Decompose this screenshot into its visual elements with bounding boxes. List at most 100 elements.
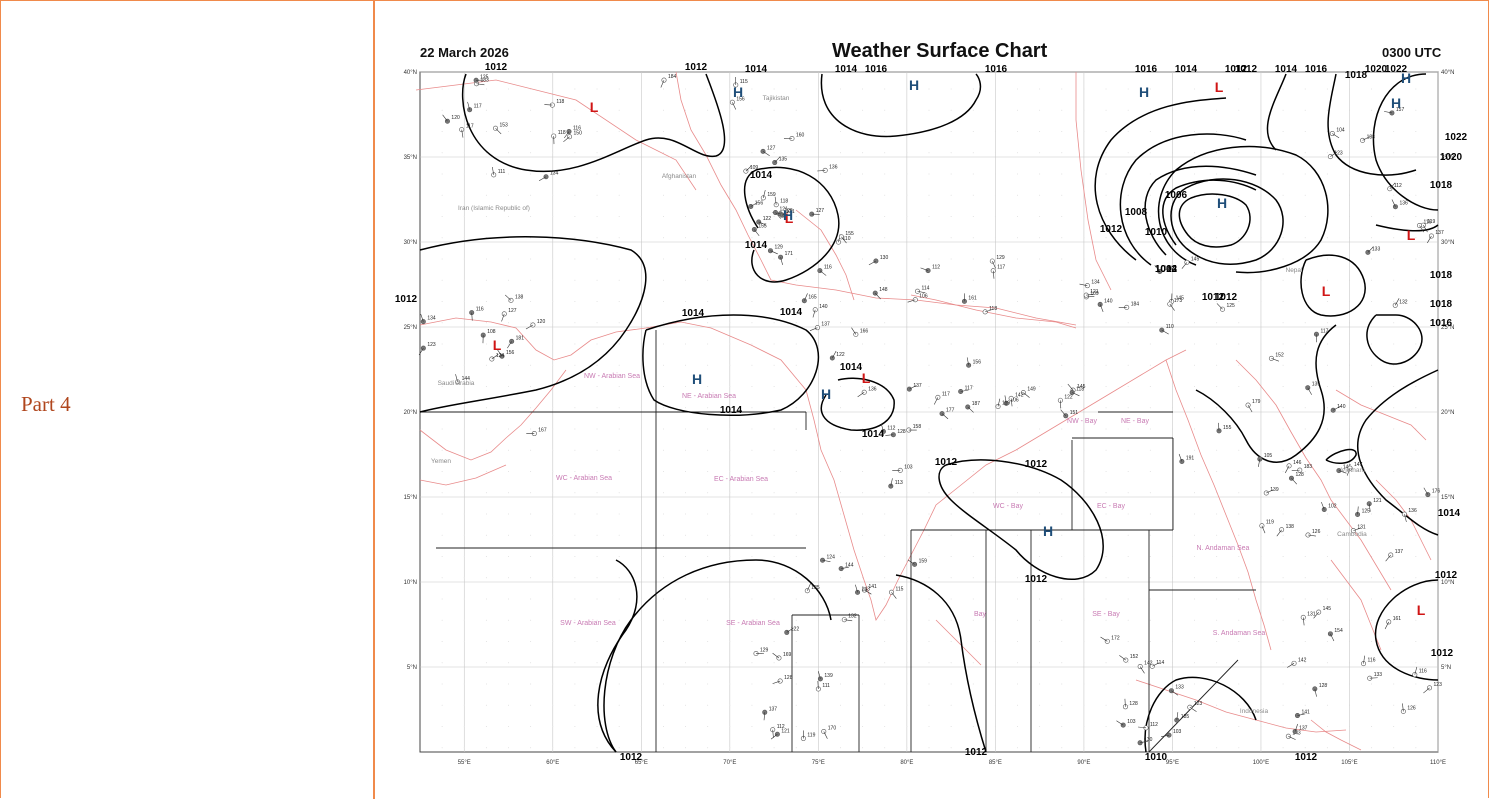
station-pressure-value: 119 [807, 732, 815, 738]
station-pressure-value: 134 [427, 316, 436, 322]
wind-barb [455, 374, 458, 383]
border-line [795, 209, 855, 301]
station-pressure-value: 122 [791, 626, 800, 632]
border-line [1335, 389, 1427, 441]
station-plot: 176 [1423, 487, 1440, 498]
isobar-label: 1012 [965, 747, 988, 758]
station-pressure-value: 152 [1130, 654, 1139, 660]
station-plot: 111 [815, 681, 830, 692]
station-marker [935, 394, 941, 400]
station-pressure-value: 171 [785, 251, 794, 257]
weather-map: 55°E 60°E 65°E 70°E 75°E 80°E 85°E 90°E 95°E 100°… [395, 62, 1468, 766]
station-plot: 137 [762, 706, 777, 721]
station-plot: 169 [772, 652, 792, 661]
latitude-label: 30°N [1441, 240, 1454, 246]
wind-barb [564, 131, 570, 139]
station-plot: 112 [770, 724, 785, 738]
border-line [1075, 72, 1112, 291]
station-pressure-value: 156 [506, 350, 515, 356]
country-label: Indonesia [1240, 708, 1269, 715]
border-line [935, 619, 982, 666]
wind-barb [1261, 525, 1266, 534]
station-plot: 172 [1100, 635, 1120, 644]
station-pressure-value: 146 [1293, 460, 1302, 466]
wind-barb [1367, 246, 1374, 253]
country-label: Vietnam [1341, 467, 1365, 474]
station-plot: 134 [538, 171, 559, 182]
station-pressure-value: 119 [1266, 520, 1274, 526]
isobar-label: 1012 [1235, 64, 1258, 75]
wind-barb [992, 270, 995, 279]
sea-region-label: S. Andaman Sea [1213, 630, 1266, 637]
station-plot: 157 [1384, 107, 1404, 116]
station-pressure-value: 144 [845, 563, 854, 569]
wind-barb [1402, 703, 1404, 712]
station-pressure-value: 110 [843, 236, 851, 242]
station-plot: 112 [1387, 182, 1402, 192]
station-pressure-value: 137 [1395, 549, 1404, 555]
station-pressure-value: 121 [779, 207, 788, 213]
station-pressure-value: 159 [919, 558, 928, 564]
wind-barb [1178, 453, 1183, 462]
wind-barb [495, 128, 502, 135]
station-pressure-value: 112 [1150, 722, 1158, 728]
station-plot: 150 [563, 131, 582, 143]
wind-barb [1333, 406, 1341, 411]
wind-barb [1391, 199, 1396, 207]
station-pressure-value: 179 [1252, 399, 1261, 405]
wind-barb [822, 559, 831, 563]
sea-region-boundaries [420, 330, 1256, 753]
station-plot: 136 [1401, 508, 1417, 523]
sea-region-label: WC - Arabian Sea [556, 475, 612, 482]
station-pressure-value: 145 [1191, 256, 1200, 262]
station-plot: 128 [1312, 683, 1327, 697]
station-marker [1268, 355, 1274, 361]
wind-barb [992, 260, 996, 269]
station-plot: 128 [885, 429, 906, 438]
wind-barb [1346, 468, 1351, 476]
station-pressure-value: 117 [997, 265, 1005, 271]
station-plot: 129 [767, 245, 783, 255]
sea-region-label: WC - Bay [993, 503, 1023, 510]
wind-barb [1140, 740, 1148, 744]
high-pressure-center: H [909, 77, 919, 93]
station-pressure-value: 126 [784, 208, 793, 214]
station-pressure-value: 155 [1223, 425, 1232, 431]
wind-barb [1271, 358, 1279, 362]
wind-barb [1067, 383, 1074, 391]
station-pressure-value: 158 [913, 424, 922, 430]
station-plot: 137 [809, 322, 830, 331]
wind-barb [1218, 422, 1220, 431]
station-plot: 116 [564, 126, 581, 139]
station-pressure-value: 129 [774, 245, 783, 251]
wind-barb [1307, 534, 1316, 537]
isobar-line [1372, 73, 1439, 211]
station-plot: 121 [772, 207, 788, 219]
wind-barb [1171, 690, 1179, 696]
station-plot: 122 [756, 216, 771, 226]
station-marker [778, 254, 784, 260]
station-pressure-value: 125 [480, 74, 489, 80]
station-marker [491, 172, 497, 178]
station-plot: 152 [1268, 352, 1284, 362]
isobar-line [1366, 314, 1423, 365]
station-pressure-value: 159 [767, 192, 776, 198]
map-labels: 1012 1012 1014 1014 1016 1016 1016 1014 1012 1014… [395, 62, 1468, 763]
isobar-label: 1014 [745, 240, 768, 251]
station-plot: 117 [1313, 328, 1329, 343]
longitude-label: 110°E [1430, 760, 1446, 766]
wind-barb [885, 434, 894, 436]
sea-region-label: N. Andaman Sea [1197, 545, 1250, 552]
station-pressure-value: 126 [1312, 529, 1321, 535]
station-plot: 103 [1161, 729, 1182, 738]
station-plot: 142 [1287, 657, 1307, 668]
station-pressure-value: 131 [1357, 525, 1366, 531]
wind-barb [750, 202, 758, 207]
isobar-label: 1022 [1385, 64, 1408, 75]
station-pressure-value: 137 [821, 322, 830, 328]
isobar-line [1374, 579, 1439, 681]
station-pressure-value: 119 [1002, 400, 1010, 406]
station-marker [1084, 283, 1090, 289]
sea-region-label: SE - Bay [1092, 611, 1120, 618]
station-plot: 117 [990, 265, 1005, 279]
